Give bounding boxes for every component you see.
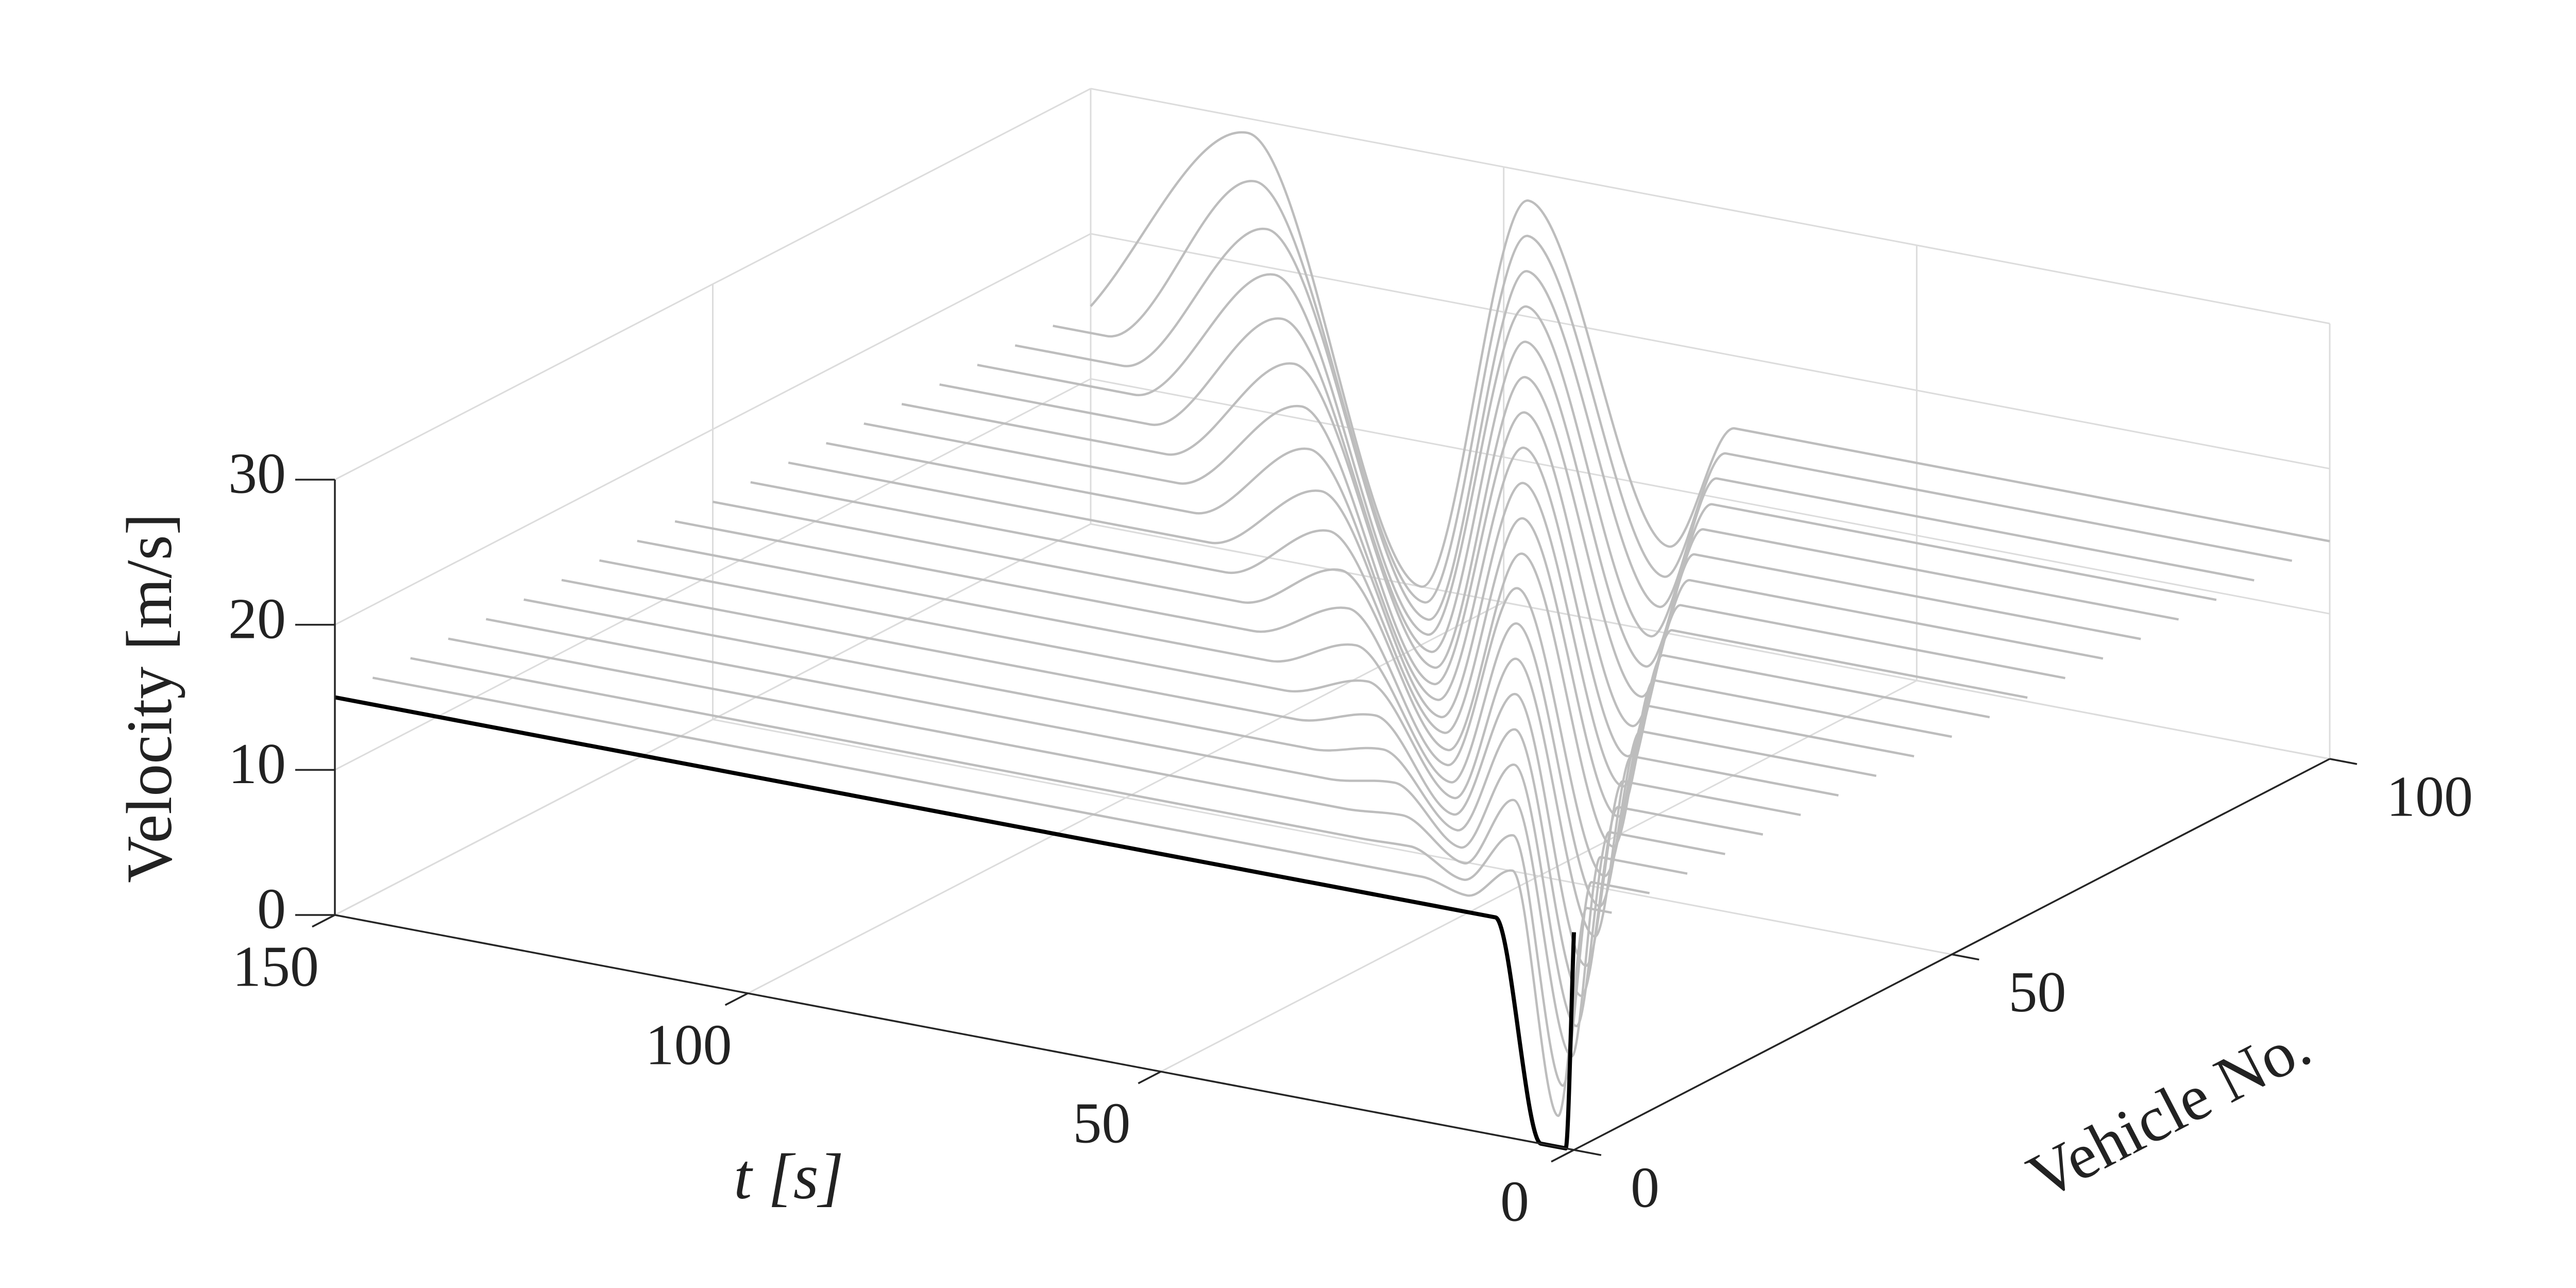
x-tick-label: 0 [1500,1170,1529,1234]
x-tick-label: 100 [646,1013,732,1077]
series-line [977,273,2217,638]
series-line [637,539,1877,908]
series-line [788,461,2028,788]
x-tick [312,914,335,928]
grid-line [1090,233,2330,470]
z-tick-label: 50 [2009,960,2066,1024]
z-tick-label: 0 [1631,1156,1659,1220]
y-tick-label: 0 [257,877,286,941]
y-tick-label: 30 [228,442,286,506]
series-line [750,481,1990,818]
series-line [674,520,1914,877]
series-line [713,500,1952,848]
z-tick [1952,953,1979,961]
series-line [561,579,1801,967]
y-tick-label: 10 [228,732,286,796]
series-line [448,637,1688,1058]
series-line [901,362,2141,698]
z-axis-label: Vehicle No. [2016,1009,2321,1213]
grid-line [1090,378,2330,615]
y-axis-label: Velocity [m/s] [114,513,185,883]
series-line [1053,180,2293,604]
grid-line [1090,88,2330,325]
z-tick [1573,1149,1602,1156]
x-tick-label: 150 [232,935,319,999]
series-line [1014,228,2255,621]
series-line [939,317,2179,668]
x-tick [1138,1071,1162,1084]
lines [334,131,2330,1150]
series-line [826,442,2065,757]
series-line [599,559,1839,938]
z-tick [2329,758,2358,765]
grid-line [713,719,1952,955]
series-line [863,404,2104,727]
series-line [485,618,1725,1027]
series-line [410,657,1650,1087]
series-line [1090,131,2330,588]
x-tick-label: 50 [1073,1092,1130,1156]
x-tick [724,992,749,1006]
x-axis-line [334,914,1574,1151]
y-tick-label: 20 [228,587,286,651]
grid-line [1090,523,2330,760]
z-tick-label: 100 [2386,765,2473,829]
x-tick [1551,1149,1574,1163]
series-line [334,695,1576,1150]
x-axis-label: t [s] [734,1141,844,1213]
